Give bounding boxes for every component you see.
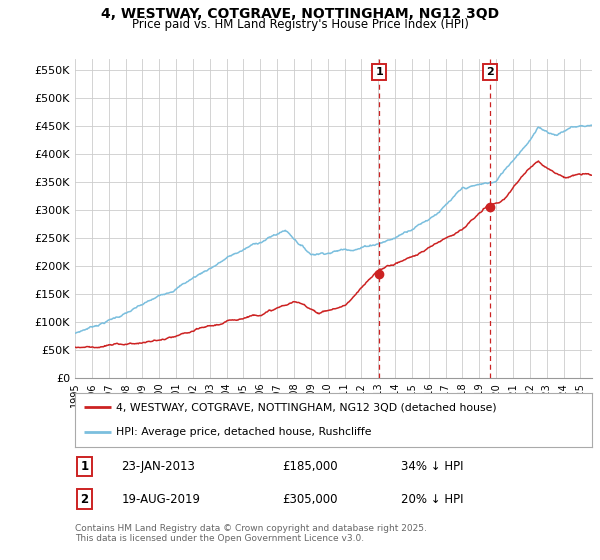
Text: Price paid vs. HM Land Registry's House Price Index (HPI): Price paid vs. HM Land Registry's House … — [131, 18, 469, 31]
Text: 34% ↓ HPI: 34% ↓ HPI — [401, 460, 463, 473]
Text: 1: 1 — [80, 460, 88, 473]
Text: 2: 2 — [80, 493, 88, 506]
Text: £305,000: £305,000 — [282, 493, 337, 506]
Text: 20% ↓ HPI: 20% ↓ HPI — [401, 493, 463, 506]
Text: Contains HM Land Registry data © Crown copyright and database right 2025.
This d: Contains HM Land Registry data © Crown c… — [75, 524, 427, 543]
Text: 2: 2 — [486, 67, 494, 77]
Text: £185,000: £185,000 — [282, 460, 338, 473]
Text: 1: 1 — [376, 67, 383, 77]
Text: 4, WESTWAY, COTGRAVE, NOTTINGHAM, NG12 3QD: 4, WESTWAY, COTGRAVE, NOTTINGHAM, NG12 3… — [101, 7, 499, 21]
Text: 4, WESTWAY, COTGRAVE, NOTTINGHAM, NG12 3QD (detached house): 4, WESTWAY, COTGRAVE, NOTTINGHAM, NG12 3… — [116, 402, 497, 412]
Text: 23-JAN-2013: 23-JAN-2013 — [122, 460, 196, 473]
Text: 19-AUG-2019: 19-AUG-2019 — [122, 493, 200, 506]
Text: HPI: Average price, detached house, Rushcliffe: HPI: Average price, detached house, Rush… — [116, 427, 372, 437]
